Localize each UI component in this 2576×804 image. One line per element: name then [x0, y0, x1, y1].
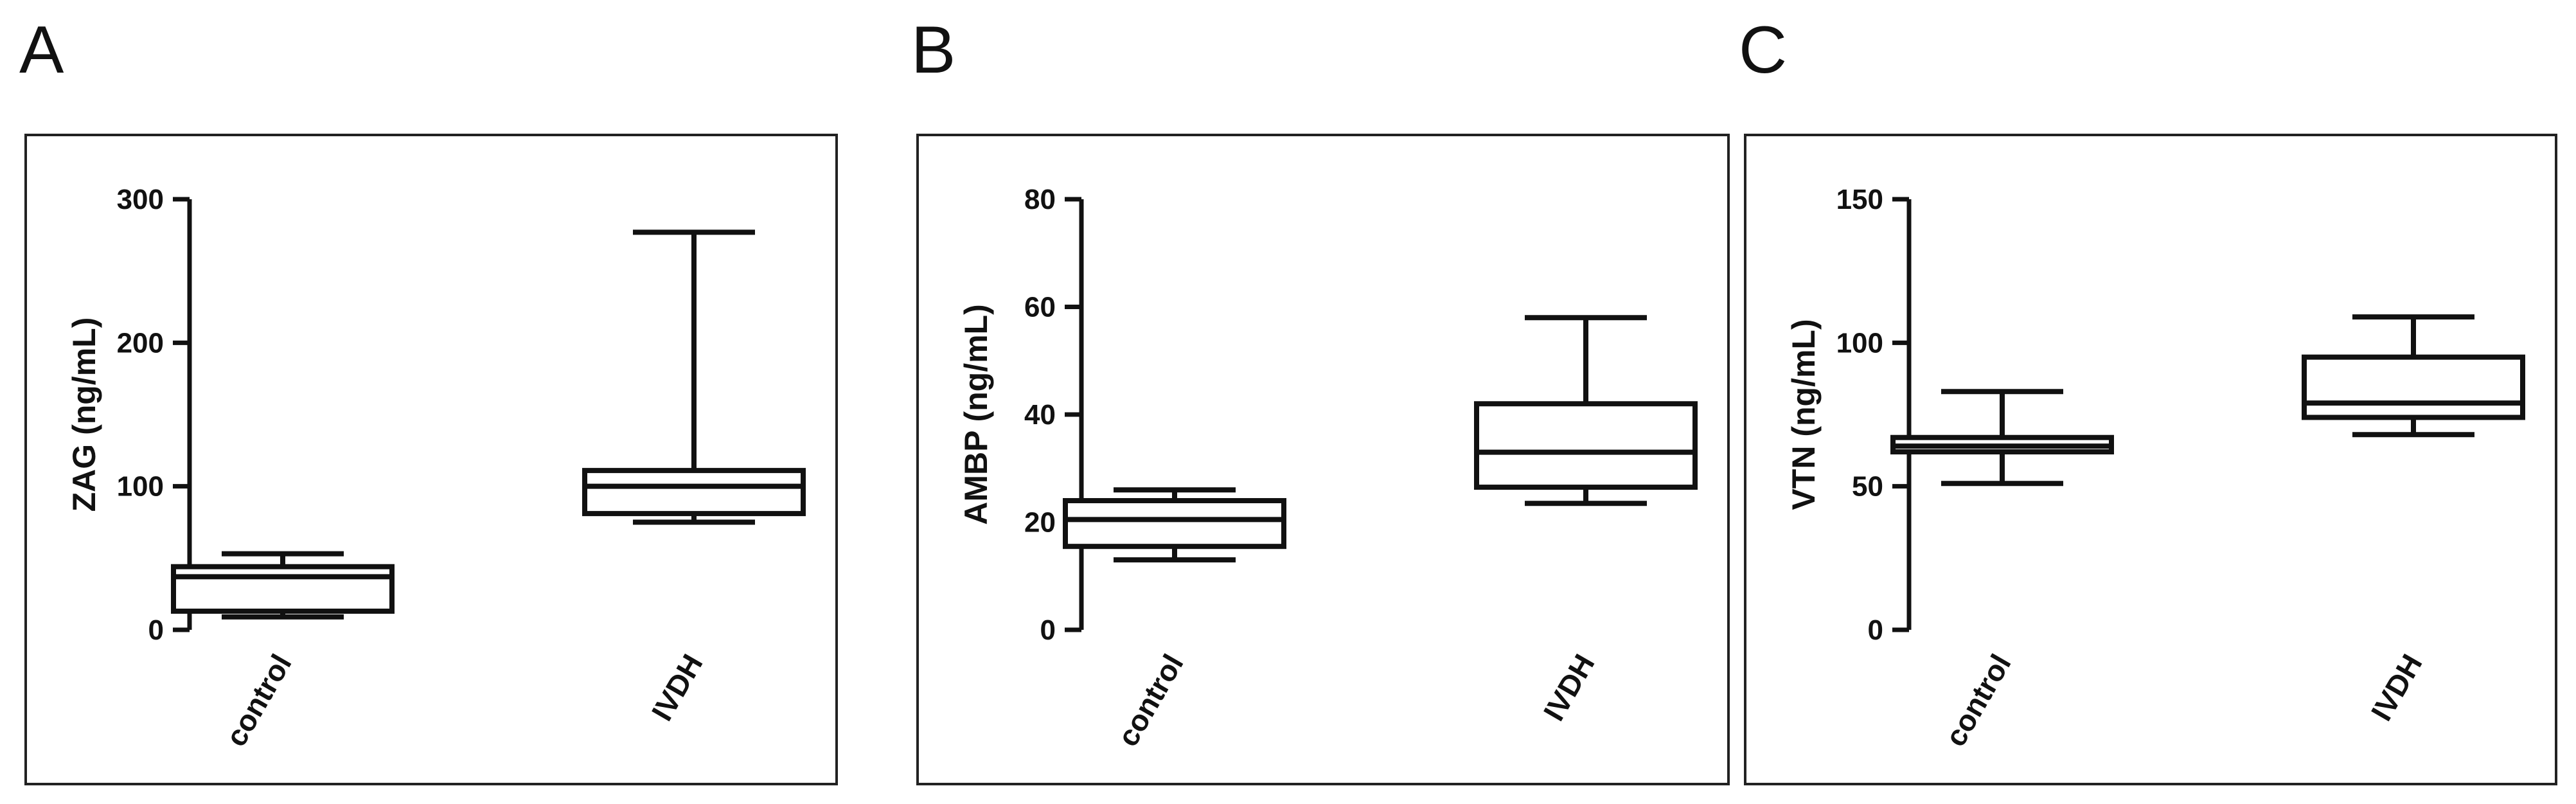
y-tick-label: 60: [1024, 292, 1056, 323]
y-tick-label: 0: [1040, 614, 1056, 646]
y-tick-label: 80: [1024, 184, 1056, 215]
box-ivdh: [2302, 354, 2525, 420]
box-ivdh: [582, 468, 806, 517]
panel-label: B: [911, 13, 956, 87]
x-tick-label: IVDH: [2365, 648, 2429, 726]
y-tick-label: 20: [1024, 507, 1056, 539]
y-tick-label: 200: [117, 327, 164, 359]
y-tick-label: 100: [1836, 327, 1883, 359]
plot-frame: [24, 134, 838, 785]
chart-c: 0 50 100 150 VTN (ng/mL) control IVDH: [1744, 134, 2557, 785]
panel-b: B 0 20 40 60 80 AMBP (ng/mL) control IVDH: [911, 0, 1746, 804]
x-tick-label: control: [1939, 648, 2018, 752]
panel-label: C: [1739, 13, 1788, 87]
x-tick-label: control: [1111, 648, 1190, 752]
y-tick-label: 0: [1868, 614, 1883, 646]
box-ivdh: [1474, 401, 1698, 490]
panel-a: A 0 100 200 300 ZAG (ng/mL) control IVDH: [19, 0, 855, 804]
y-axis-label: ZAG (ng/mL): [66, 317, 102, 512]
x-tick-label: IVDH: [645, 648, 709, 726]
chart-b: 0 20 40 60 80 AMBP (ng/mL) control IVDH: [916, 134, 1730, 785]
y-axis-label: AMBP (ng/mL): [958, 304, 994, 524]
box-control: [171, 564, 395, 614]
y-tick-label: 150: [1836, 184, 1883, 215]
x-tick-label: control: [219, 648, 298, 752]
y-axis-label: VTN (ng/mL): [1786, 319, 1822, 510]
x-tick-label: IVDH: [1537, 648, 1601, 726]
plot-frame: [1744, 134, 2557, 785]
chart-a: 0 100 200 300 ZAG (ng/mL) control IVDH: [24, 134, 838, 785]
y-tick-label: 0: [148, 614, 164, 646]
y-tick-label: 40: [1024, 399, 1056, 431]
panel-c: C 0 50 100 150 VTN (ng/mL) control IVDH: [1739, 0, 2574, 804]
plot-frame: [916, 134, 1730, 785]
box-control: [1063, 498, 1286, 549]
panel-label: A: [19, 13, 64, 87]
y-tick-label: 300: [117, 184, 164, 215]
y-tick-label: 100: [117, 471, 164, 503]
y-tick-label: 50: [1852, 471, 1883, 503]
